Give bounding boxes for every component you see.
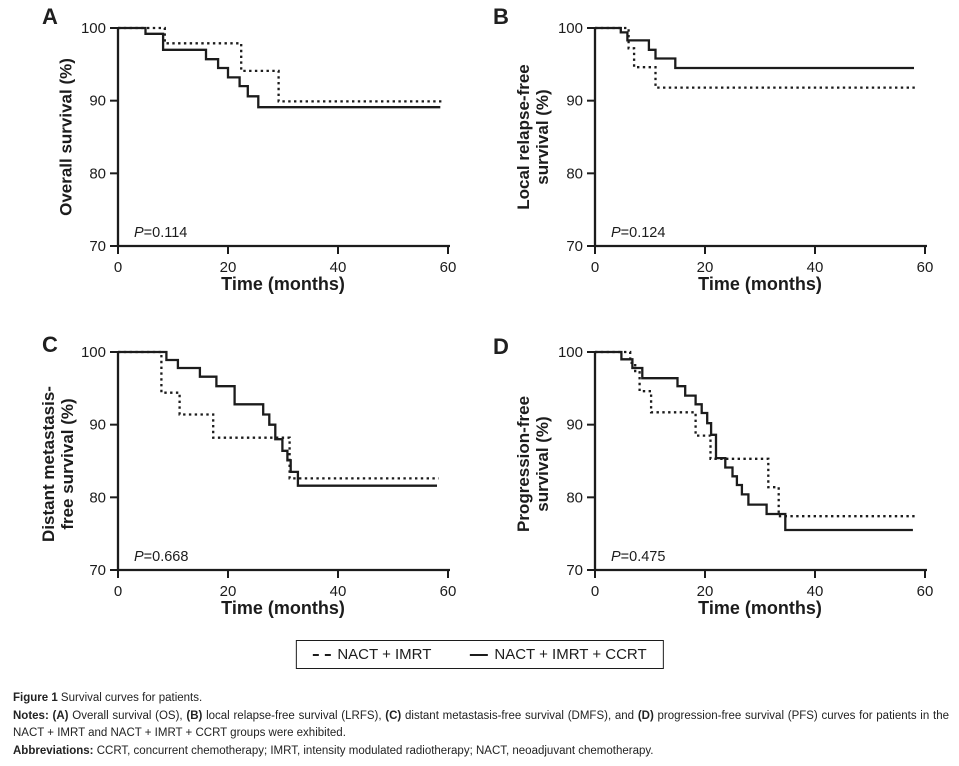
svg-text:80: 80 (566, 489, 583, 506)
svg-text:P=0.475: P=0.475 (611, 549, 665, 565)
caption-notes: Notes: (A) Overall survival (OS), (B) lo… (13, 710, 949, 739)
svg-text:20: 20 (697, 583, 714, 596)
dashed-line-sample-icon (312, 653, 331, 656)
svg-text:70: 70 (89, 238, 106, 255)
svg-text:P=0.668: P=0.668 (134, 549, 188, 565)
svg-text:0: 0 (591, 259, 599, 272)
svg-text:0: 0 (114, 583, 122, 596)
x-axis-label: Time (months) (221, 274, 345, 294)
svg-text:P=0.114: P=0.114 (134, 225, 187, 241)
svg-text:100: 100 (81, 20, 106, 37)
panel-A: A Overall survival (%) 70 80 90 100 0 20 40 60 P… (0, 0, 482, 310)
x-axis-label: Time (months) (221, 598, 345, 618)
svg-text:90: 90 (89, 417, 106, 434)
km-plot-progression-free: 70 80 90 100 0 20 40 60 P=0.475 (558, 344, 934, 596)
svg-text:100: 100 (81, 344, 106, 361)
svg-text:20: 20 (220, 259, 237, 272)
panel-letter-B: B (493, 4, 509, 29)
svg-text:60: 60 (917, 583, 934, 596)
caption-title: Figure 1 Survival curves for patients. (13, 692, 203, 704)
svg-text:70: 70 (566, 562, 583, 579)
svg-text:40: 40 (807, 259, 824, 272)
panel-letter-C: C (42, 332, 58, 357)
km-plot-distant-metastasis-free: 70 80 90 100 0 20 40 60 P=0.668 (81, 344, 457, 596)
svg-text:20: 20 (220, 583, 237, 596)
legend-item-nact-imrt-ccrt: NACT + IMRT + CCRT (469, 646, 647, 663)
svg-text:90: 90 (566, 417, 583, 434)
panel-C: C Distant metastasis- free survival (%) … (0, 324, 482, 634)
km-plot-overall-survival: 70 80 90 100 0 20 40 60 P=0.114 (81, 20, 457, 272)
svg-text:40: 40 (330, 583, 347, 596)
solid-line-sample-icon (469, 653, 488, 656)
svg-text:70: 70 (566, 238, 583, 255)
km-plot-local-relapse-free: 70 80 90 100 0 20 40 60 P=0.124 (558, 20, 934, 272)
svg-text:P=0.124: P=0.124 (611, 225, 665, 241)
svg-text:0: 0 (114, 259, 122, 272)
svg-text:60: 60 (917, 259, 934, 272)
svg-text:0: 0 (591, 583, 599, 596)
svg-text:70: 70 (89, 562, 106, 579)
svg-text:90: 90 (89, 93, 106, 110)
legend-label: NACT + IMRT + CCRT (494, 646, 647, 663)
svg-text:60: 60 (440, 259, 457, 272)
svg-text:60: 60 (440, 583, 457, 596)
legend-item-nact-imrt: NACT + IMRT (312, 646, 431, 663)
panel-letter-A: A (42, 4, 58, 29)
caption-abbreviations: Abbreviations: CCRT, concurrent chemothe… (13, 744, 654, 757)
legend-label: NACT + IMRT (337, 646, 432, 663)
svg-text:20: 20 (697, 259, 714, 272)
svg-text:80: 80 (89, 489, 106, 506)
svg-text:100: 100 (558, 344, 583, 361)
panel-letter-D: D (493, 334, 509, 359)
panel-D: D Progression-free survival (%) 70 80 90 10… (477, 324, 959, 634)
svg-text:80: 80 (89, 165, 106, 182)
svg-text:80: 80 (566, 165, 583, 182)
svg-text:90: 90 (566, 93, 583, 110)
legend: NACT + IMRT NACT + IMRT + CCRT (295, 640, 664, 669)
svg-text:100: 100 (558, 20, 583, 37)
panel-B: B Local relapse-free survival (%) 70 80 90… (477, 0, 959, 310)
figure-caption: Figure 1 Survival curves for patients. N… (13, 690, 949, 761)
svg-text:40: 40 (330, 259, 347, 272)
x-axis-label: Time (months) (698, 598, 822, 618)
x-axis-label: Time (months) (698, 274, 822, 294)
svg-text:40: 40 (807, 583, 824, 596)
